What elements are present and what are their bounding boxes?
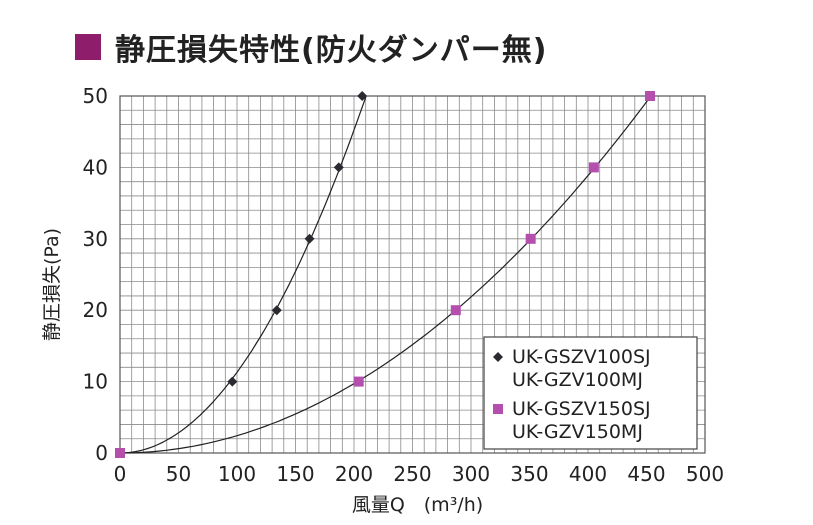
curves bbox=[119, 95, 652, 454]
data-point-diamond bbox=[304, 233, 315, 244]
axes: 0 50 100 150 200 250 300 350 400 450 500 0 10 20 30 40 5… bbox=[41, 84, 724, 516]
x-tick-label: 100 bbox=[218, 462, 256, 486]
legend-entry-label: UK-GSZV150SJ bbox=[512, 398, 651, 420]
x-tick-label: 500 bbox=[686, 462, 724, 486]
legend-entry-label: UK-GSZV100SJ bbox=[512, 346, 651, 368]
data-point-square bbox=[525, 233, 536, 244]
y-axis-label: 静圧損失(Pa) bbox=[41, 228, 63, 341]
x-tick-label: 200 bbox=[335, 462, 373, 486]
data-point-diamond bbox=[227, 376, 238, 387]
x-tick-label: 400 bbox=[569, 462, 607, 486]
chart-title: 静圧損失特性(防火ダンパー無) bbox=[75, 22, 547, 72]
y-tick-label: 30 bbox=[83, 227, 108, 251]
x-tick-label: 350 bbox=[510, 462, 548, 486]
x-tick-label: 300 bbox=[452, 462, 490, 486]
y-tick-label: 10 bbox=[83, 370, 108, 394]
legend-diamond-icon bbox=[493, 352, 503, 362]
legend-box bbox=[483, 336, 698, 450]
x-tick-label: 0 bbox=[114, 462, 127, 486]
y-tick-label: 40 bbox=[83, 155, 108, 179]
plot-frame bbox=[119, 95, 706, 454]
series-curve-2 bbox=[119, 95, 652, 454]
x-tick-label: 450 bbox=[627, 462, 665, 486]
x-tick-label: 50 bbox=[166, 462, 191, 486]
y-tick-label: 20 bbox=[83, 298, 108, 322]
legend-square-icon bbox=[493, 404, 503, 414]
legend-entry-label: UK-GZV100MJ bbox=[512, 369, 643, 391]
data-point-diamond bbox=[271, 305, 282, 316]
x-axis-label: 風量Q (m³/h) bbox=[352, 494, 483, 516]
data-point-diamond bbox=[357, 91, 368, 101]
y-tick-label: 50 bbox=[83, 84, 108, 108]
y-tick-label: 0 bbox=[95, 441, 108, 465]
data-point-diamond bbox=[333, 162, 344, 173]
x-tick-label: 250 bbox=[393, 462, 431, 486]
chart-title-text: 静圧損失特性(防火ダンパー無) bbox=[115, 33, 548, 68]
data-point-square bbox=[353, 376, 364, 387]
legend-entry-label: UK-GZV150MJ bbox=[512, 421, 643, 443]
data-point-square bbox=[450, 305, 461, 316]
x-tick-label: 150 bbox=[276, 462, 314, 486]
title-square-icon bbox=[75, 34, 101, 60]
series-curve-1 bbox=[119, 95, 367, 454]
data-point-square bbox=[645, 91, 656, 101]
data-point-square bbox=[588, 162, 599, 173]
data-point-square bbox=[115, 448, 125, 458]
markers bbox=[115, 91, 656, 458]
